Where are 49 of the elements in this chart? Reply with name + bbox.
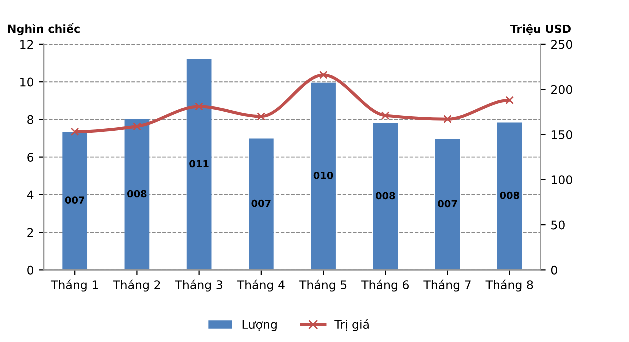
legend-label: Lượng <box>242 320 277 332</box>
y2-tick-label: 0 <box>551 266 558 275</box>
y2-tick-label: 200 <box>552 85 572 94</box>
x-tick-label: Tháng 7 <box>424 280 471 292</box>
y2-tick-label: 150 <box>552 130 572 140</box>
point <box>195 102 204 111</box>
point <box>506 96 514 105</box>
y-tick-label: 4 <box>27 190 34 200</box>
y2-axis-title: Triệu USD <box>510 24 571 36</box>
bar <box>186 60 212 270</box>
data-label: 008 <box>500 192 520 200</box>
y2-tick-label: 50 <box>552 220 565 230</box>
y-tick-label: 8 <box>28 115 34 124</box>
y-tick-label: 0 <box>28 266 34 275</box>
data-label: 008 <box>128 190 147 198</box>
data-label: 007 <box>65 196 84 204</box>
x-tick-label: Tháng 1 <box>50 280 98 292</box>
x-tick-label: Tháng 4 <box>237 280 285 292</box>
data-label: 010 <box>314 172 334 180</box>
point <box>319 70 328 80</box>
data-label: 007 <box>438 200 458 208</box>
x-tick-label: Tháng 3 <box>175 280 222 292</box>
point <box>381 112 390 120</box>
y-tick-label: 2 <box>28 228 34 238</box>
bar <box>62 132 88 270</box>
x-tick-label: Tháng 2 <box>113 280 160 292</box>
bar <box>311 82 336 270</box>
x-tick-label: Tháng 8 <box>486 280 534 292</box>
y-tick-label: 12 <box>20 40 34 49</box>
y-tick-label: 10 <box>20 78 34 87</box>
data-label: 011 <box>190 160 209 168</box>
legend-label: Trị giá <box>334 319 369 332</box>
bar <box>435 139 460 270</box>
point <box>444 115 452 124</box>
data-label: 008 <box>376 192 396 200</box>
y2-tick-label: 250 <box>552 40 572 50</box>
x-tick-label: Tháng 6 <box>362 280 409 292</box>
bar <box>373 123 398 270</box>
y-tick-label: 6 <box>28 153 34 162</box>
data-label: 007 <box>252 200 271 208</box>
point <box>133 122 142 131</box>
bar <box>497 122 522 270</box>
bar <box>124 120 150 270</box>
y-axis-title: Nghìn chiếc <box>8 23 80 36</box>
y2-tick-label: 100 <box>552 176 572 185</box>
x-tick-label: Tháng 5 <box>299 280 347 292</box>
point <box>257 112 266 121</box>
bar <box>249 138 274 270</box>
point <box>70 128 80 136</box>
